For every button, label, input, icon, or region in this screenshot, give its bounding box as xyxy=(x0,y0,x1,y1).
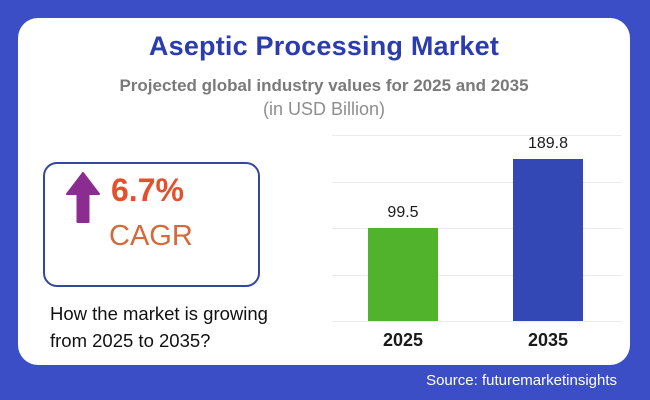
bar-value-label-2025: 99.5 xyxy=(387,204,419,222)
cagr-value: 6.7% xyxy=(111,172,184,208)
unit-note: (in USD Billion) xyxy=(262,99,386,119)
cagr-callout-box: 6.7% CAGR xyxy=(43,162,260,287)
x-tick-2025: 2025 xyxy=(382,330,424,350)
bar-2035 xyxy=(513,159,583,321)
gridline-150 xyxy=(332,181,622,183)
bar-group-2025: 99.5 2025 xyxy=(368,135,438,350)
cagr-label: CAGR xyxy=(109,220,193,252)
bar-2025 xyxy=(368,228,438,321)
chart-subtitle: Projected global industry values for 202… xyxy=(119,76,529,95)
gridline-100 xyxy=(332,228,622,229)
x-tick-2035: 2035 xyxy=(527,330,569,350)
up-arrow-icon xyxy=(63,172,103,228)
card: Aseptic Processing Market Projected glob… xyxy=(18,18,630,365)
source-attribution: Source: futuremarketinsights xyxy=(426,372,617,389)
bar-chart: 99.5 2025 189.8 2035 xyxy=(332,135,622,350)
question-text: How the market is growing from 2025 to 2… xyxy=(50,303,268,351)
bar-value-label-2035: 189.8 xyxy=(527,135,569,152)
page-title: Aseptic Processing Market xyxy=(148,31,500,61)
bar-group-2035: 189.8 2035 xyxy=(513,135,583,350)
gridline-50 xyxy=(332,274,622,276)
gridline-200 xyxy=(332,135,622,136)
baseline xyxy=(332,321,622,322)
